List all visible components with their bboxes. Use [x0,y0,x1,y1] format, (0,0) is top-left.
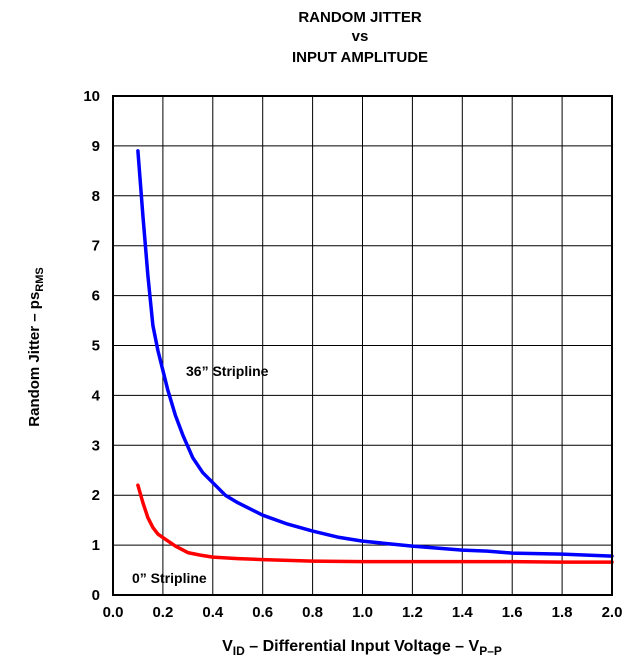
y-tick-label: 8 [92,188,100,205]
x-axis-label-mid: – Differential Input Voltage – V [245,638,480,655]
grid [113,96,612,595]
y-tick-label: 10 [83,88,100,105]
plot-frame [112,95,613,596]
x-axis-label-base: V [222,638,233,655]
x-tick-label: 1.0 [352,604,373,621]
x-tick-label: 1.4 [452,604,474,621]
x-tick-label: 1.8 [552,604,573,621]
y-axis-label-base: Random Jitter – ps [26,292,43,427]
y-axis-label: Random Jitter – psRMS [26,267,46,426]
chart-title-line: vs [352,28,369,45]
y-tick-label: 4 [92,387,101,404]
series-line-1 [136,483,614,564]
x-tick-label: 0.0 [103,604,124,621]
y-tick-label: 2 [92,487,100,504]
series-line-0 [136,149,614,558]
x-tick-label: 0.6 [252,604,273,621]
y-tick-label: 7 [92,238,100,255]
x-axis-label: VID – Differential Input Voltage – VP–P [222,638,502,658]
x-tick-label: 0.2 [152,604,173,621]
series-label-0-stripline: 0” Stripline [132,570,207,586]
y-tick-label: 1 [92,537,100,554]
y-tick-label: 0 [92,587,100,604]
tick-labels: 0.0 0.2 0.4 0.6 0.8 1.0 1.2 1.4 1.6 1.8 2.0 0 1 2 3 4 5 6… [83,88,622,621]
x-axis-label-sub2: P–P [479,644,502,658]
x-tick-label: 2.0 [602,604,623,621]
y-tick-label: 3 [92,437,100,454]
series-label-36-stripline: 36” Stripline [186,363,269,379]
y-axis-label-sub: RMS [34,267,46,291]
chart-title-line: RANDOM JITTER [298,9,422,26]
x-tick-label: 0.4 [202,604,224,621]
series-layer [136,149,614,564]
x-tick-label: 0.8 [302,604,323,621]
y-tick-label: 5 [92,338,100,355]
x-axis-label-sub: ID [233,644,245,658]
chart-title-line: INPUT AMPLITUDE [292,49,428,66]
x-tick-label: 1.2 [402,604,423,621]
y-tick-label: 9 [92,138,100,155]
y-tick-label: 6 [92,288,100,305]
x-tick-label: 1.6 [502,604,523,621]
chart-title: RANDOM JITTER vs INPUT AMPLITUDE [292,9,428,66]
